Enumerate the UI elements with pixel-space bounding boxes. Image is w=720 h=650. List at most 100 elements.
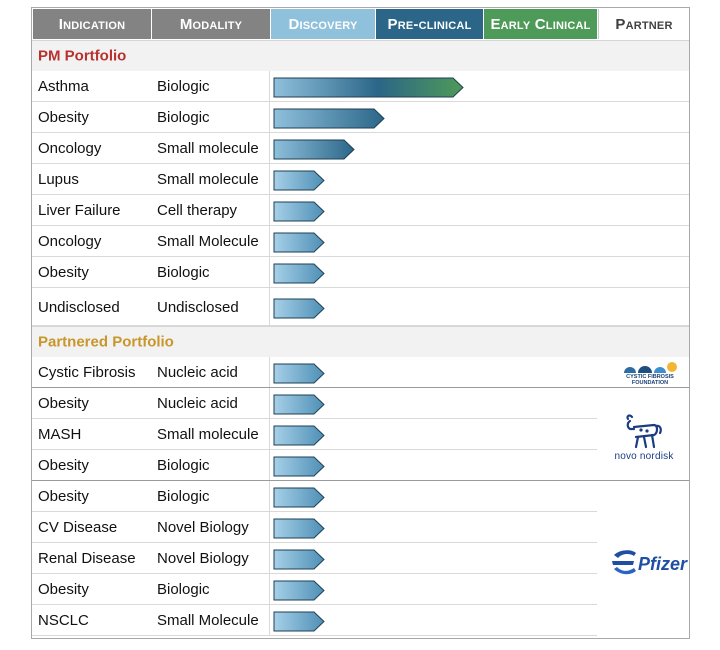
column-divider xyxy=(269,195,270,226)
row-divider xyxy=(32,419,597,450)
modality-cell: Biologic xyxy=(157,264,210,281)
stage-progress-bar xyxy=(273,232,325,253)
modality-cell: Small Molecule xyxy=(157,612,259,629)
column-divider xyxy=(269,257,270,288)
stage-progress-bar xyxy=(273,77,464,98)
novo-nordisk-logo: novo nordisk xyxy=(608,413,680,465)
row-divider xyxy=(32,102,689,133)
indication-cell: MASH xyxy=(38,426,82,443)
partner-group-divider xyxy=(32,387,689,388)
modality-cell: Novel Biology xyxy=(157,550,249,567)
stage-progress-bar xyxy=(273,394,325,415)
stage-progress-bar xyxy=(273,108,385,129)
cystic-fibrosis-foundation-icon xyxy=(624,362,677,373)
header-modality: Modality xyxy=(152,9,270,39)
column-divider xyxy=(269,605,270,636)
column-divider xyxy=(269,574,270,605)
stage-progress-bar xyxy=(273,263,325,284)
indication-cell: Asthma xyxy=(38,78,89,95)
pipeline-row: Obesity Biologic xyxy=(32,574,689,605)
indication-cell: CV Disease xyxy=(38,519,118,536)
partner-group-divider xyxy=(32,480,689,481)
row-divider xyxy=(32,288,689,326)
indication-cell: Oncology xyxy=(38,233,102,250)
pipeline-row: Oncology Small molecule xyxy=(32,133,689,164)
row-divider xyxy=(32,195,689,226)
stage-progress-bar xyxy=(273,487,325,508)
column-divider xyxy=(269,288,270,326)
row-divider xyxy=(32,574,597,605)
modality-cell: Biologic xyxy=(157,488,210,505)
partnered-portfolio-section: Partnered Portfolio xyxy=(32,326,689,357)
indication-cell: NSCLC xyxy=(38,612,89,629)
modality-cell: Cell therapy xyxy=(157,202,238,219)
indication-cell: Obesity xyxy=(38,395,89,412)
modality-cell: Nucleic acid xyxy=(157,364,238,381)
stage-progress-bar xyxy=(273,580,325,601)
stage-progress-bar xyxy=(273,139,355,160)
column-divider xyxy=(269,388,270,419)
row-divider xyxy=(32,605,597,636)
pipeline-row: Obesity Biologic xyxy=(32,481,689,512)
modality-cell: Undisclosed xyxy=(157,298,239,316)
indication-cell: Obesity xyxy=(38,581,89,598)
column-divider xyxy=(269,133,270,164)
pfizer-helix-icon xyxy=(612,550,636,575)
pfizer-wordmark: Pfizer xyxy=(638,554,688,574)
header-indication: Indication xyxy=(33,9,151,39)
modality-cell: Novel Biology xyxy=(157,519,249,536)
pipeline-row: Obesity Nucleic acid xyxy=(32,388,689,419)
pipeline-row: MASH Small molecule xyxy=(32,419,689,450)
indication-cell: Obesity xyxy=(38,109,89,126)
pm-portfolio-section-title: PM Portfolio xyxy=(38,47,127,65)
row-divider xyxy=(32,133,689,164)
header-early-clinical: Early Clinical xyxy=(484,9,597,39)
pipeline-row: Obesity Biologic xyxy=(32,102,689,133)
novo-nordisk-wordmark: novo nordisk xyxy=(614,451,674,462)
stage-progress-bar xyxy=(273,170,325,191)
row-divider xyxy=(32,388,597,419)
cff-logo-line-2: FOUNDATION xyxy=(631,380,669,386)
cystic-fibrosis-foundation-logo: CYSTIC FIBROSIS FOUNDATION xyxy=(618,359,682,391)
modality-cell: Biologic xyxy=(157,109,210,126)
pm-portfolio-section: PM Portfolio xyxy=(32,40,689,71)
column-divider xyxy=(269,512,270,543)
indication-cell: Obesity xyxy=(38,457,89,474)
indication-cell: Cystic Fibrosis xyxy=(38,364,136,381)
modality-cell: Small molecule xyxy=(157,140,259,157)
header-partner: Partner xyxy=(598,9,689,39)
row-divider xyxy=(32,164,689,195)
indication-cell: Oncology xyxy=(38,140,102,157)
column-divider xyxy=(269,357,270,388)
stage-progress-bar xyxy=(273,363,325,384)
stage-progress-bar xyxy=(273,201,325,222)
stage-progress-bar xyxy=(273,298,325,319)
stage-progress-bar xyxy=(273,425,325,446)
pipeline-row: Renal Disease Novel Biology xyxy=(32,543,689,574)
stage-progress-bar xyxy=(273,611,325,632)
pipeline-row: Lupus Small molecule xyxy=(32,164,689,195)
row-divider xyxy=(32,226,689,257)
column-divider xyxy=(269,226,270,257)
pipeline-row: Obesity Biologic xyxy=(32,257,689,288)
header-preclinical: Pre-clinical xyxy=(376,9,483,39)
indication-cell: Lupus xyxy=(38,171,79,188)
modality-cell: Nucleic acid xyxy=(157,395,238,412)
column-divider xyxy=(269,450,270,481)
partnered-portfolio-section-title: Partnered Portfolio xyxy=(38,333,174,351)
pipeline-row: NSCLC Small Molecule xyxy=(32,605,689,636)
cff-logo-line-1: CYSTIC FIBROSIS xyxy=(626,374,674,380)
pipeline-row: Obesity Biologic xyxy=(32,450,689,481)
stage-progress-bar xyxy=(273,518,325,539)
indication-cell: Liver Failure xyxy=(38,202,121,219)
modality-cell: Small molecule xyxy=(157,171,259,188)
pipeline-table: Indication Modality Discovery Pre-clinic… xyxy=(31,7,690,639)
pfizer-logo: Pfizer xyxy=(610,547,688,581)
column-divider xyxy=(269,481,270,512)
pipeline-row: CV Disease Novel Biology xyxy=(32,512,689,543)
column-divider xyxy=(269,102,270,133)
indication-cell: Undisclosed xyxy=(38,298,120,316)
pipeline-row: Undisclosed Undisclosed xyxy=(32,288,689,326)
row-divider xyxy=(32,543,597,574)
pipeline-row: Oncology Small Molecule xyxy=(32,226,689,257)
